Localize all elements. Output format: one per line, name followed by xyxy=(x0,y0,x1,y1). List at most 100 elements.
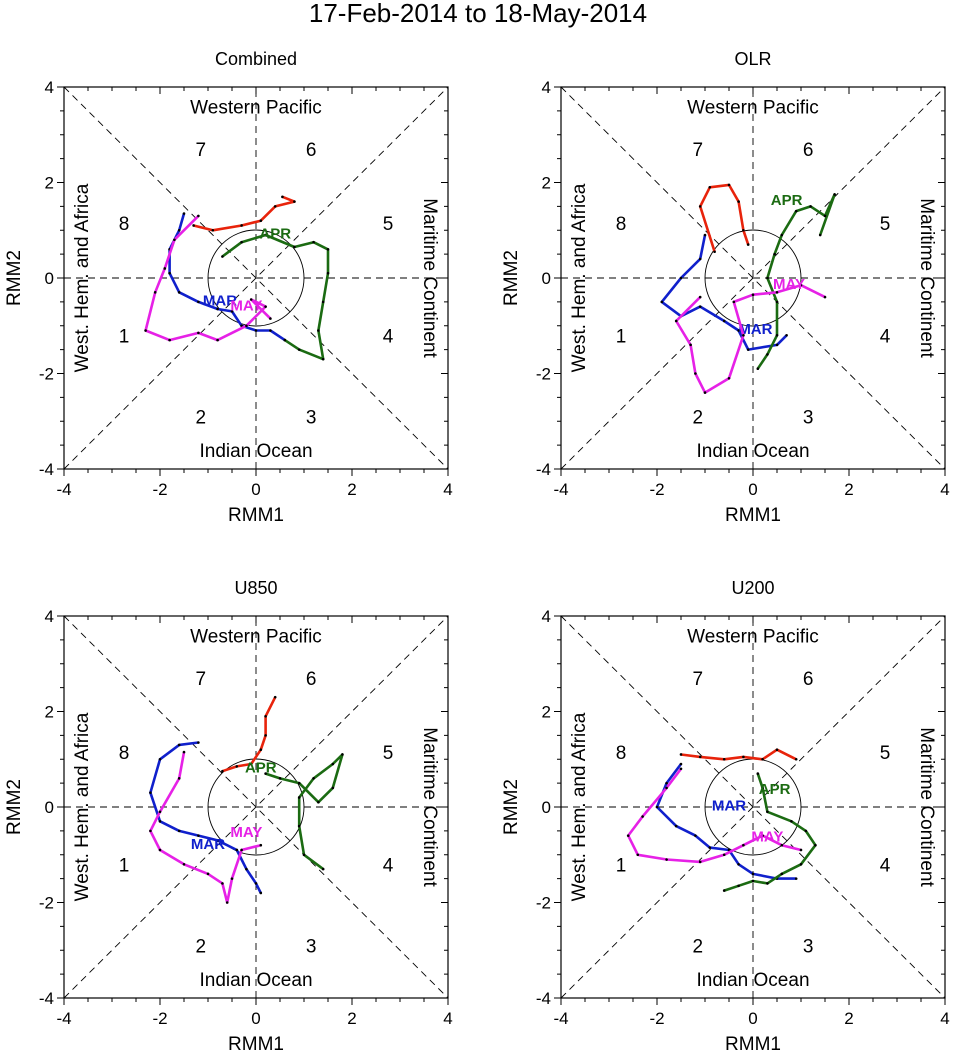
trajectory-point xyxy=(809,205,812,208)
trajectory-point xyxy=(293,200,296,203)
trajectory-point xyxy=(297,348,301,351)
phase-number-1: 1 xyxy=(119,855,130,876)
trajectory-point xyxy=(818,233,822,237)
trajectory-point xyxy=(216,839,219,842)
series-mar: MAR xyxy=(149,741,263,895)
region-label-left: West. Hem. and Africa xyxy=(72,712,93,901)
phase-number-5: 5 xyxy=(880,743,891,764)
region-label-right: Maritime Continent xyxy=(419,727,440,887)
trajectory-point xyxy=(144,329,147,332)
trajectory-point xyxy=(264,772,267,775)
series-may: MAY xyxy=(149,750,262,904)
x-tick-label: 4 xyxy=(443,480,452,499)
trajectory-point xyxy=(746,348,750,351)
trajectory-point xyxy=(698,257,702,261)
series-feb xyxy=(192,195,296,232)
x-tick-label: -2 xyxy=(152,1009,167,1028)
trajectory-point xyxy=(799,863,803,866)
trajectory-point xyxy=(703,233,707,237)
x-tick-label: 4 xyxy=(443,1009,452,1028)
trajectory-point xyxy=(756,772,760,775)
trajectory-point xyxy=(742,843,745,847)
region-label-left: West. Hem. and Africa xyxy=(72,183,93,372)
region-label-bottom: Indian Ocean xyxy=(199,970,312,991)
panel-title: U850 xyxy=(234,578,277,598)
trajectory-line-feb xyxy=(680,748,797,761)
trajectory-point xyxy=(804,829,808,833)
trajectory-point xyxy=(153,291,157,294)
y-axis-label: RMM2 xyxy=(501,250,522,306)
x-tick-label: -2 xyxy=(152,480,167,499)
trajectory-point xyxy=(679,767,683,771)
trajectory-point xyxy=(259,219,263,222)
region-label-top: Western Pacific xyxy=(687,626,819,647)
region-label-right: Maritime Continent xyxy=(916,198,937,358)
trajectory-point xyxy=(197,834,200,837)
trajectory-point xyxy=(766,353,769,356)
trajectory-point xyxy=(259,891,263,895)
trajectory-point xyxy=(698,305,702,308)
phase-number-1: 1 xyxy=(616,855,627,876)
trajectory-point xyxy=(302,853,306,857)
trajectory-point xyxy=(742,755,745,759)
trajectory-point xyxy=(331,762,335,766)
x-tick-label: 0 xyxy=(251,480,260,499)
trajectory-point xyxy=(708,185,712,189)
trajectory-point xyxy=(312,240,315,244)
phase-number-8: 8 xyxy=(119,743,130,764)
trajectory-point xyxy=(230,310,234,313)
phase-number-4: 4 xyxy=(383,855,394,876)
phase-number-4: 4 xyxy=(383,326,394,347)
phase-number-3: 3 xyxy=(803,407,814,428)
phase-number-6: 6 xyxy=(803,669,814,690)
trajectory-point xyxy=(297,796,301,799)
trajectory-point xyxy=(269,317,272,320)
y-tick-label: 2 xyxy=(542,174,551,193)
trajectory-point xyxy=(158,848,162,852)
trajectory-point xyxy=(197,741,200,744)
trajectory-point xyxy=(780,872,784,876)
trajectory-point xyxy=(775,300,779,304)
trajectory-point xyxy=(177,291,181,294)
y-tick-label: 0 xyxy=(542,269,551,288)
trajectory-point xyxy=(799,283,803,287)
trajectory-point xyxy=(703,391,707,394)
region-label-top: Western Pacific xyxy=(687,97,819,118)
trajectory-point xyxy=(317,329,320,332)
trajectory-point xyxy=(264,734,267,737)
trajectory-point xyxy=(264,305,267,308)
panel-title: U200 xyxy=(731,578,774,598)
trajectory-point xyxy=(173,238,176,242)
phase-number-3: 3 xyxy=(306,936,317,957)
x-axis-label: RMM1 xyxy=(725,1034,781,1055)
x-axis-label: RMM1 xyxy=(725,505,781,526)
y-tick-label: 2 xyxy=(542,703,551,722)
phase-number-2: 2 xyxy=(693,936,704,957)
y-tick-label: 2 xyxy=(45,174,54,193)
trajectory-point xyxy=(264,233,267,237)
month-label-mar: MAR xyxy=(203,292,237,309)
phase-number-2: 2 xyxy=(196,936,207,957)
trajectory-line-apr xyxy=(756,193,836,370)
trajectory-point xyxy=(674,319,678,323)
phase-number-6: 6 xyxy=(306,669,317,690)
trajectory-point xyxy=(833,193,836,196)
trajectory-point xyxy=(766,276,769,280)
phase-number-3: 3 xyxy=(306,407,317,428)
month-label-mar: MAR xyxy=(191,836,225,853)
trajectory-point xyxy=(254,329,258,332)
phase-number-2: 2 xyxy=(693,407,704,428)
trajectory-line-apr xyxy=(221,233,330,361)
trajectory-point xyxy=(799,848,803,852)
trajectory-point xyxy=(698,755,702,759)
trajectory-point xyxy=(698,205,702,208)
trajectory-point xyxy=(249,298,253,301)
phase-number-8: 8 xyxy=(616,743,627,764)
trajectory-point xyxy=(269,329,272,332)
month-label-may: MAY xyxy=(751,829,783,846)
trajectory-point xyxy=(245,867,248,871)
trajectory-point xyxy=(317,800,320,804)
trajectory-point xyxy=(158,820,162,823)
trajectory-point xyxy=(273,695,277,699)
trajectory-point xyxy=(278,777,282,780)
